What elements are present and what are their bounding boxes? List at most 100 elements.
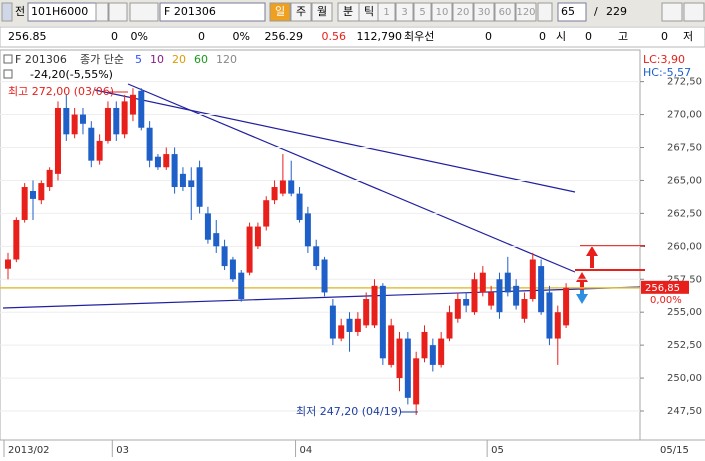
series-name: F 201306 xyxy=(15,53,67,66)
candle-body xyxy=(271,187,278,201)
candle-body xyxy=(38,183,45,201)
button[interactable] xyxy=(311,2,333,22)
low-annotation: 최저 247,20 (04/19) xyxy=(296,405,402,418)
candle-body xyxy=(329,305,336,339)
ma-legend: 5 xyxy=(135,53,142,66)
candle-body xyxy=(379,285,386,359)
count: 65 xyxy=(561,5,575,18)
candle-body xyxy=(279,180,286,194)
trend-line xyxy=(127,83,576,273)
change-label: -24,20(-5,55%) xyxy=(30,68,113,81)
candle-body xyxy=(321,259,328,293)
candle-body xyxy=(388,325,395,365)
y-tick-label: 262,50 xyxy=(667,208,702,219)
candle-body xyxy=(288,180,295,194)
button[interactable] xyxy=(129,2,159,22)
name-input[interactable] xyxy=(159,2,266,22)
candle-body xyxy=(529,259,536,300)
ma-legend: 20 xyxy=(172,53,186,66)
count-input[interactable] xyxy=(557,2,587,22)
candle-body xyxy=(563,287,570,326)
button[interactable] xyxy=(494,2,516,22)
candle-body xyxy=(138,90,145,128)
info-bar xyxy=(0,26,705,48)
period-button: 일 xyxy=(275,4,285,18)
pct-label: 0,00% xyxy=(650,295,682,306)
candle-body xyxy=(71,114,78,135)
button[interactable] xyxy=(537,2,553,22)
period-button: 월 xyxy=(317,5,327,18)
legend-icon xyxy=(3,69,13,79)
candle-body xyxy=(354,318,361,332)
button[interactable] xyxy=(431,2,453,22)
candle-body xyxy=(196,167,203,207)
last-date: 05/15 xyxy=(660,445,689,456)
candle-body xyxy=(338,325,345,339)
arrow-down xyxy=(576,290,588,304)
info-value: 시 xyxy=(556,30,566,43)
button[interactable] xyxy=(515,2,537,22)
y-tick-label: 272,50 xyxy=(667,77,702,88)
arrow-up xyxy=(576,272,588,290)
interval-button: 3 xyxy=(401,7,407,18)
info-value: 최우선 xyxy=(404,30,434,43)
button[interactable] xyxy=(413,2,432,22)
button[interactable] xyxy=(108,2,128,22)
y-tick-label: 252,50 xyxy=(667,340,702,351)
info-value: 0% xyxy=(131,30,148,43)
button[interactable] xyxy=(661,2,683,22)
price-label: 256,85 xyxy=(645,283,680,294)
period-button: 분 xyxy=(343,5,353,18)
candle-body xyxy=(79,114,86,124)
button[interactable] xyxy=(683,2,705,22)
candle-body xyxy=(463,299,470,306)
code-label: 전 xyxy=(15,5,25,18)
button[interactable] xyxy=(1,2,13,22)
candle-body xyxy=(129,94,136,115)
button[interactable] xyxy=(452,2,474,22)
candle-body xyxy=(429,345,436,365)
y-tick-label: 270,00 xyxy=(667,110,702,121)
y-tick-label: 265,00 xyxy=(667,175,702,186)
candle-body xyxy=(554,312,561,339)
lc-label: LC:3,90 xyxy=(643,53,685,66)
candle-body xyxy=(496,279,503,313)
info-value: 112,790 xyxy=(357,30,403,43)
info-value: 0 xyxy=(539,30,546,43)
candle-body xyxy=(546,292,553,339)
info-value: 0 xyxy=(661,30,668,43)
button[interactable] xyxy=(269,2,291,22)
candle-body xyxy=(304,213,311,247)
candle-body xyxy=(396,338,403,379)
button[interactable] xyxy=(95,2,109,22)
interval-button: 5 xyxy=(419,7,425,18)
price-box xyxy=(641,280,689,294)
info-value: 0.56 xyxy=(322,30,347,43)
hc-label: HC:-5,57 xyxy=(643,66,691,79)
candle-body xyxy=(371,285,378,326)
button[interactable] xyxy=(377,2,396,22)
button[interactable] xyxy=(473,2,495,22)
interval-button: 10 xyxy=(436,7,449,18)
candle-body xyxy=(221,246,228,267)
arrow-up xyxy=(586,246,598,268)
legend-icon xyxy=(3,54,13,64)
candle-body xyxy=(488,292,495,306)
candle-body xyxy=(154,156,161,168)
candle-body xyxy=(5,259,11,269)
candle-body xyxy=(504,272,511,293)
plot-area xyxy=(0,49,641,441)
info-value: 0 xyxy=(585,30,592,43)
candle-body xyxy=(54,107,61,174)
info-value: 256.29 xyxy=(265,30,304,43)
info-value: 저 xyxy=(683,30,693,43)
button[interactable] xyxy=(395,2,414,22)
code: 101H6000 xyxy=(31,5,88,18)
button[interactable] xyxy=(290,2,312,22)
info-value: 0 xyxy=(485,30,492,43)
y-tick-label: 250,00 xyxy=(667,373,702,384)
candle-body xyxy=(171,154,178,188)
interval-button: 60 xyxy=(499,7,512,18)
high-annotation: 최고 272,00 (03/06) xyxy=(8,85,114,98)
name: F 201306 xyxy=(164,5,216,18)
